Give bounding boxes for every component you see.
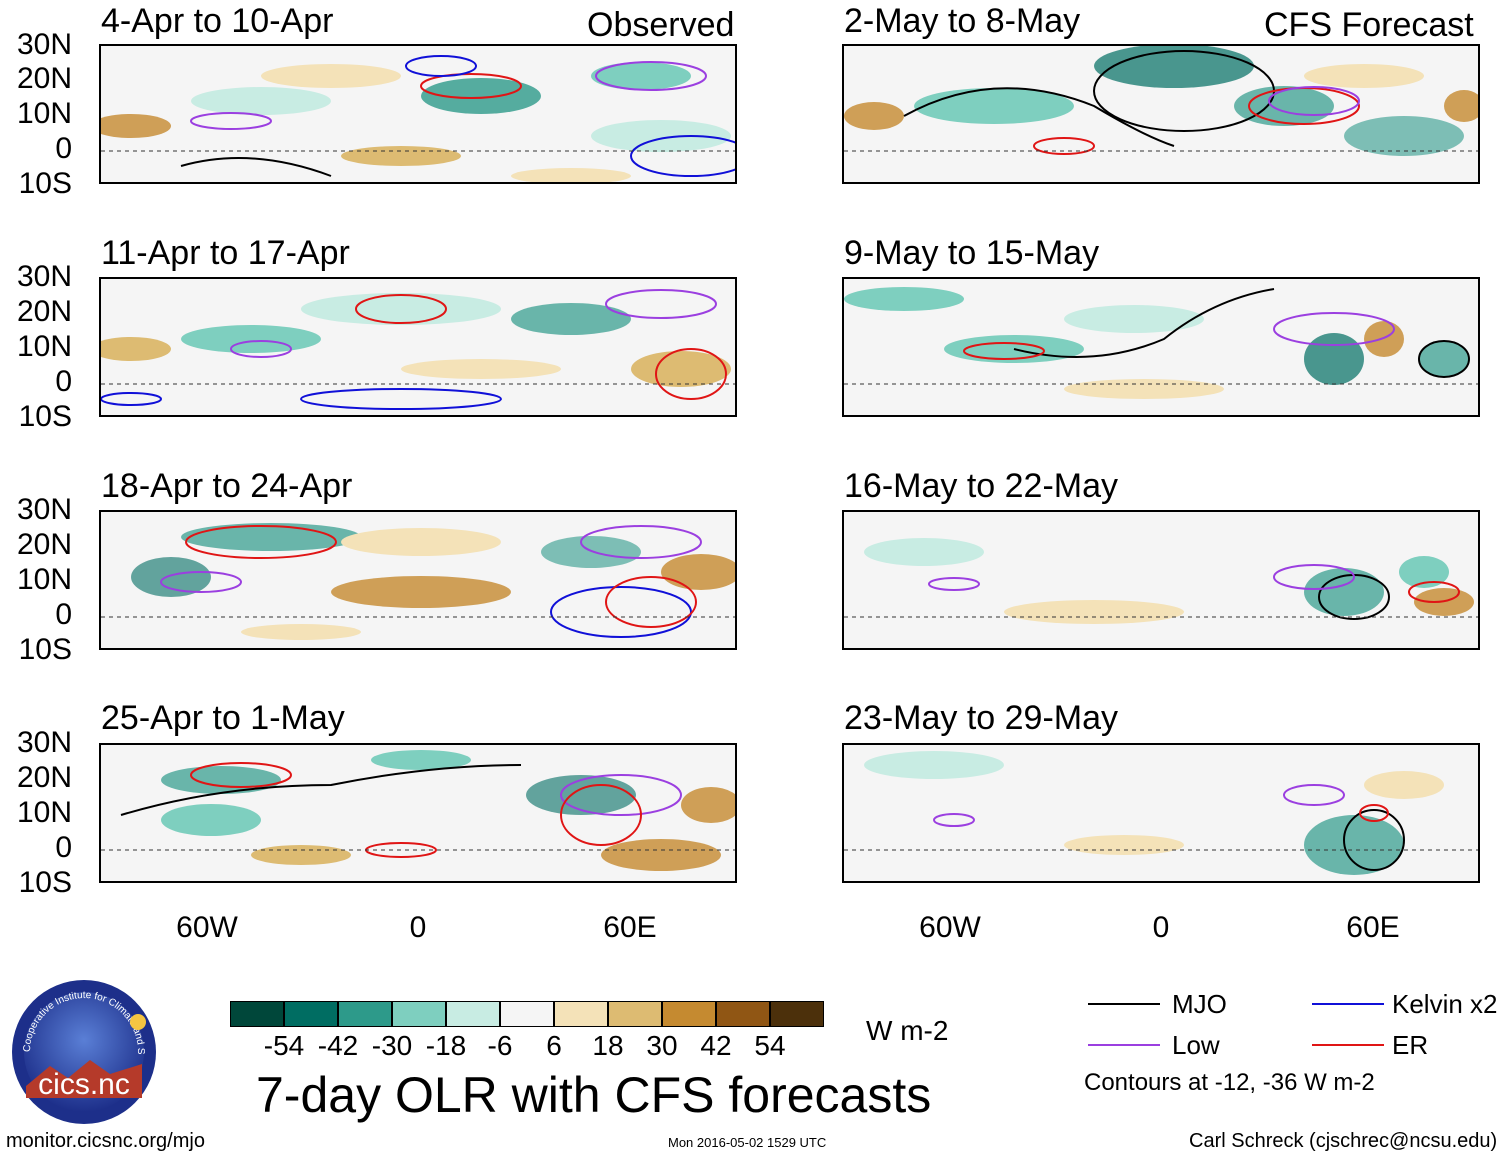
panel-title-4: 25-Apr to 1-May — [101, 699, 345, 737]
colorbar-tick-label: 54 — [754, 1030, 786, 1061]
legend-line-low — [1088, 1044, 1160, 1046]
panel-title-6: 9-May to 15-May — [844, 234, 1100, 272]
colorbar-swatch — [662, 1001, 716, 1027]
colorbar-swatch — [716, 1001, 770, 1027]
lat-label: 30N — [16, 726, 72, 759]
panel-title-8: 23-May to 29-May — [844, 699, 1118, 737]
forecast-column-label: CFS Forecast — [1264, 6, 1474, 44]
colorbar-swatch — [392, 1001, 446, 1027]
olr-map-4 — [101, 745, 735, 881]
colorbar-tick-label: 30 — [646, 1030, 678, 1061]
olr-map-8 — [844, 745, 1478, 881]
olr-map-5 — [844, 46, 1478, 182]
footer-timestamp: Mon 2016-05-02 1529 UTC — [668, 1135, 827, 1150]
colorbar-swatch — [608, 1001, 662, 1027]
lat-label: 20N — [16, 62, 72, 95]
olr-map-2 — [101, 279, 735, 415]
panel-title-2: 11-Apr to 17-Apr — [101, 234, 350, 272]
lat-label: 20N — [16, 295, 72, 328]
lat-label: 0 — [55, 831, 72, 864]
logo-text: cics.nc — [38, 1068, 130, 1101]
panel-title-3: 18-Apr to 24-Apr — [101, 467, 353, 505]
footer-url: monitor.cicsnc.org/mjo — [6, 1130, 205, 1152]
panel-title-1: 4-Apr to 10-Apr — [101, 2, 334, 40]
colorbar-tick-label: -30 — [371, 1030, 413, 1061]
legend-label-kelvin: Kelvin x2 — [1392, 989, 1498, 1019]
legend-line-er — [1312, 1044, 1384, 1046]
colorbar-swatch — [446, 1001, 500, 1027]
olr-map-3 — [101, 512, 735, 648]
lat-label: 10N — [16, 563, 72, 596]
colorbar-units: W m-2 — [866, 1015, 949, 1046]
colorbar-swatch — [338, 1001, 392, 1027]
map-panel-1 — [99, 44, 737, 184]
olr-map-6 — [844, 279, 1478, 415]
legend-line-kelvin — [1312, 1003, 1384, 1005]
colorbar-swatch — [500, 1001, 554, 1027]
cics-logo: Cooperative Institute for Climate and Sa… — [7, 970, 158, 1126]
lat-label: 30N — [16, 28, 72, 61]
figure-title: 7-day OLR with CFS forecasts — [256, 1067, 932, 1123]
lat-label: 10S — [18, 167, 72, 200]
lat-label: 30N — [16, 260, 72, 293]
olr-map-1 — [101, 46, 735, 182]
map-panel-6 — [842, 277, 1480, 417]
lat-label: 0 — [55, 365, 72, 398]
observed-column-label: Observed — [587, 6, 735, 44]
colorbar-tick-label: 18 — [592, 1030, 624, 1061]
map-panel-5 — [842, 44, 1480, 184]
colorbar-swatch — [230, 1001, 284, 1027]
lat-label: 10N — [16, 796, 72, 829]
colorbar-tick-label: -54 — [263, 1030, 305, 1061]
lat-label: 0 — [55, 132, 72, 165]
map-panel-7 — [842, 510, 1480, 650]
legend-label-mjo: MJO — [1172, 989, 1227, 1019]
lat-label: 20N — [16, 761, 72, 794]
colorbar-tick-label: -18 — [425, 1030, 467, 1061]
colorbar-tick-label: 42 — [700, 1030, 732, 1061]
lat-label: 10N — [16, 330, 72, 363]
map-panel-4 — [99, 743, 737, 883]
lat-label: 0 — [55, 598, 72, 631]
footer-author: Carl Schreck (cjschrec@ncsu.edu) — [1189, 1130, 1498, 1152]
map-panel-3 — [99, 510, 737, 650]
olr-map-7 — [844, 512, 1478, 648]
legend-label-low: Low — [1172, 1030, 1220, 1060]
colorbar-swatch — [284, 1001, 338, 1027]
colorbar-tick-label: 6 — [546, 1030, 562, 1061]
colorbar-tick-label: -42 — [317, 1030, 359, 1061]
lat-label: 30N — [16, 493, 72, 526]
lon-label: 60E — [603, 911, 657, 944]
legend-label-er: ER — [1392, 1030, 1429, 1060]
legend-note: Contours at -12, -36 W m-2 — [1084, 1069, 1375, 1096]
colorbar-tick-label: -6 — [487, 1030, 513, 1061]
legend-line-mjo — [1088, 1003, 1160, 1005]
lat-label: 10S — [18, 400, 72, 433]
lon-label: 60W — [176, 911, 238, 944]
lon-label: 0 — [409, 911, 427, 944]
lon-label: 60E — [1346, 911, 1400, 944]
colorbar-swatch — [770, 1001, 824, 1027]
colorbar-swatch — [554, 1001, 608, 1027]
panel-title-5: 2-May to 8-May — [844, 2, 1081, 40]
panel-title-7: 16-May to 22-May — [844, 467, 1118, 505]
map-panel-8 — [842, 743, 1480, 883]
map-panel-2 — [99, 277, 737, 417]
lat-label: 10N — [16, 97, 72, 130]
lon-label: 60W — [919, 911, 981, 944]
lat-label: 10S — [18, 866, 72, 899]
lon-label: 0 — [1152, 911, 1170, 944]
lat-label: 20N — [16, 528, 72, 561]
lat-label: 10S — [18, 633, 72, 666]
